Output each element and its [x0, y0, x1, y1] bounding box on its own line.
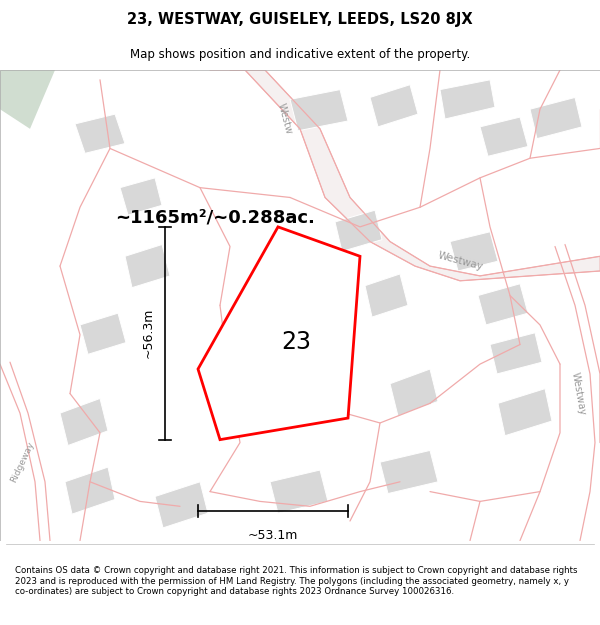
Polygon shape	[155, 482, 208, 528]
Polygon shape	[365, 274, 408, 317]
Polygon shape	[290, 89, 348, 131]
Text: Map shows position and indicative extent of the property.: Map shows position and indicative extent…	[130, 48, 470, 61]
Polygon shape	[380, 451, 438, 494]
Text: Westway: Westway	[569, 371, 587, 416]
Text: Contains OS data © Crown copyright and database right 2021. This information is : Contains OS data © Crown copyright and d…	[15, 566, 577, 596]
Polygon shape	[390, 369, 438, 416]
Text: 23: 23	[281, 330, 311, 354]
Polygon shape	[530, 98, 582, 139]
Polygon shape	[370, 85, 418, 127]
Text: ~53.1m: ~53.1m	[248, 529, 298, 542]
Text: Westway: Westway	[436, 251, 484, 272]
Polygon shape	[480, 117, 528, 156]
Polygon shape	[75, 114, 125, 153]
Text: Westw: Westw	[276, 102, 294, 136]
Text: Ridgeway: Ridgeway	[8, 440, 35, 484]
Polygon shape	[198, 227, 360, 439]
Polygon shape	[440, 80, 495, 119]
Polygon shape	[450, 232, 498, 271]
Polygon shape	[60, 399, 108, 446]
Polygon shape	[490, 332, 542, 374]
Polygon shape	[335, 210, 382, 251]
Polygon shape	[65, 467, 115, 514]
Polygon shape	[80, 313, 126, 354]
Polygon shape	[498, 389, 552, 436]
Text: ~56.3m: ~56.3m	[142, 308, 155, 359]
Polygon shape	[125, 244, 170, 288]
Polygon shape	[478, 284, 528, 325]
Polygon shape	[120, 178, 162, 215]
Polygon shape	[230, 70, 600, 281]
Polygon shape	[0, 70, 55, 129]
Text: ~1165m²/~0.288ac.: ~1165m²/~0.288ac.	[115, 208, 315, 226]
Text: 23, WESTWAY, GUISELEY, LEEDS, LS20 8JX: 23, WESTWAY, GUISELEY, LEEDS, LS20 8JX	[127, 12, 473, 27]
Polygon shape	[270, 470, 328, 513]
